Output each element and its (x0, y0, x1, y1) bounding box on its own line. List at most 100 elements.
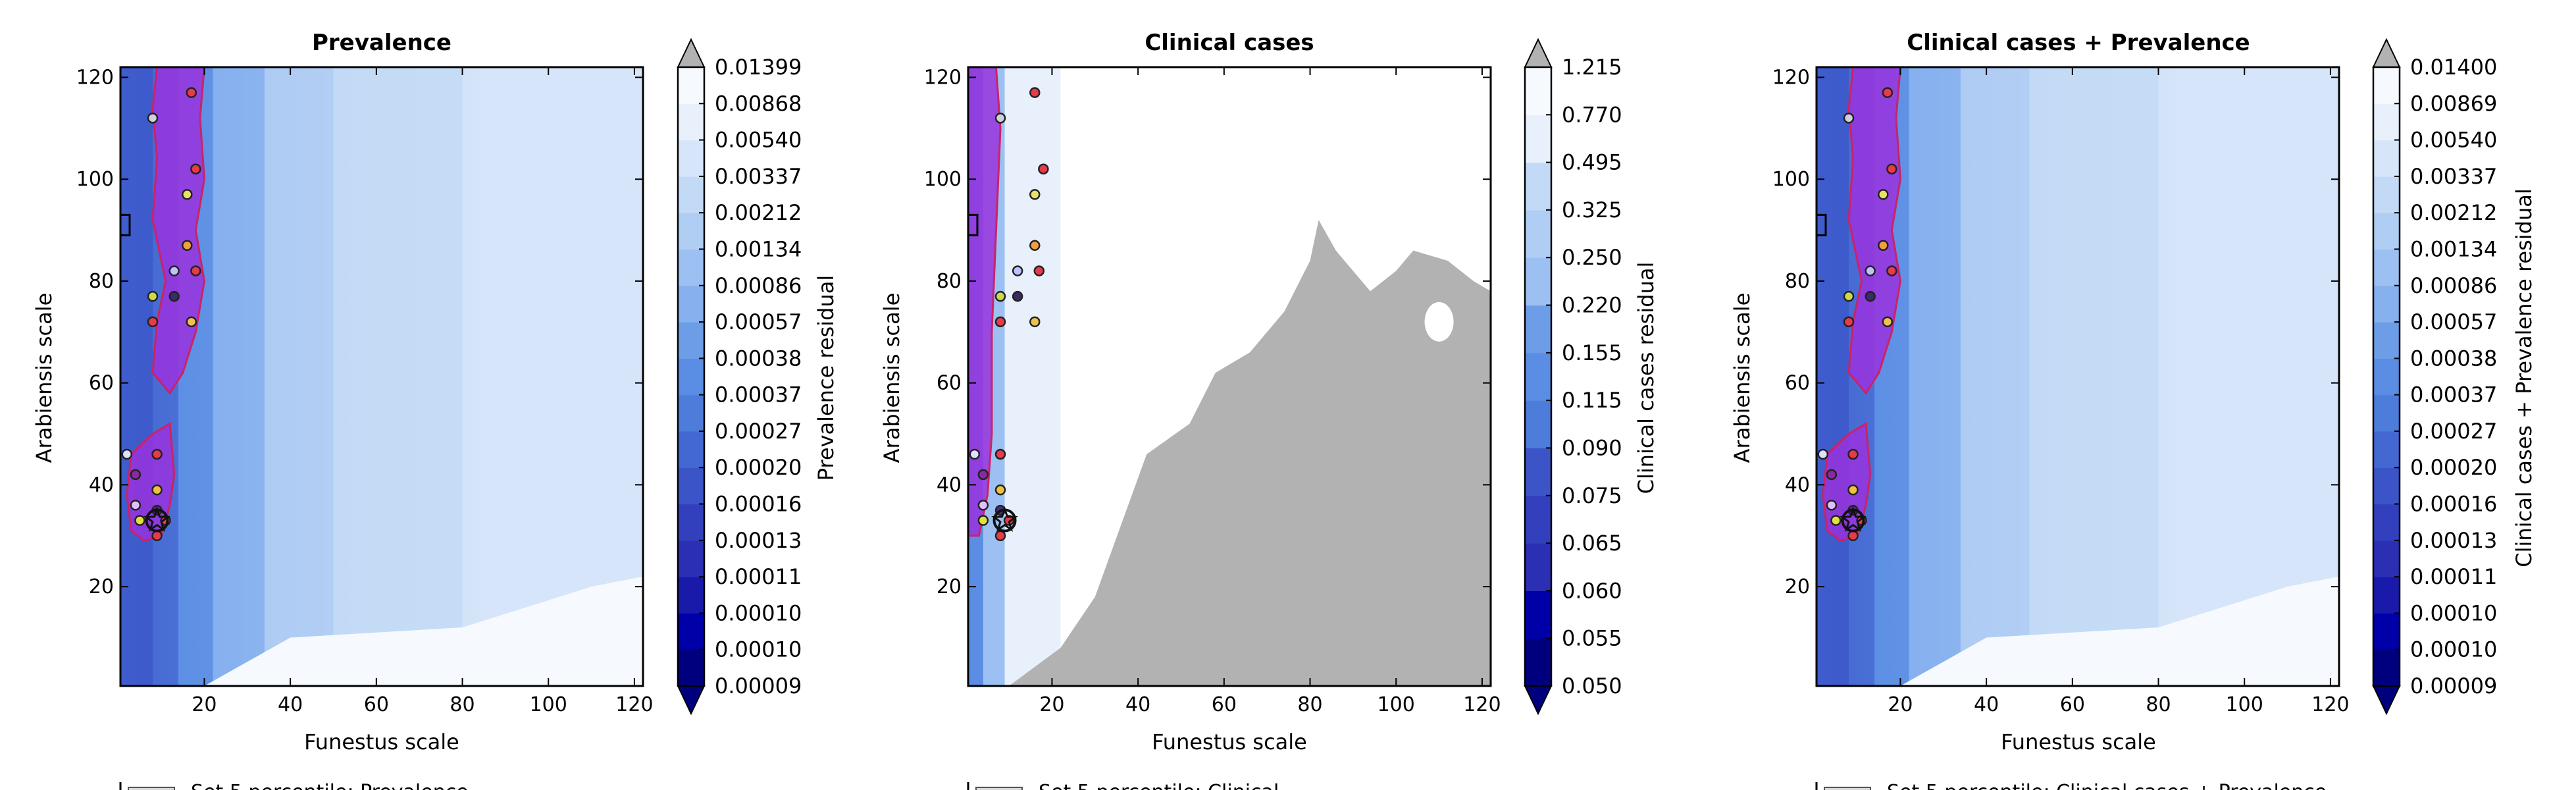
colorbar-segment (2373, 649, 2400, 687)
colorbar-tick-label: 0.00086 (2410, 273, 2497, 298)
colorbar-label: Clinical cases + Prevalence residual (2512, 188, 2537, 567)
plot-area: 20 40 60 80 100 120 20 40 60 80 100 120 (1772, 66, 2350, 716)
colorbar-tick-label: 0.090 (1562, 435, 1622, 460)
x-tick-label: 60 (2060, 693, 2085, 716)
x-tick-label: 40 (1974, 693, 1999, 716)
y-tick-label: 20 (937, 575, 962, 598)
colorbar-tick-label: 0.00013 (715, 528, 802, 553)
colorbar-tick-label: 0.01400 (2410, 55, 2497, 80)
colorbar-tick-label: 0.00037 (2410, 382, 2497, 408)
colorbar-segment (678, 67, 704, 104)
sample-point (1847, 448, 1859, 460)
y-axis-label: Arabiensis scale (879, 293, 904, 463)
colorbar-segment (2373, 358, 2400, 396)
colorbar-tick-label: 0.00009 (2410, 673, 2497, 698)
sample-point (1029, 189, 1041, 200)
field-band (120, 67, 153, 686)
sample-point (1029, 240, 1041, 251)
sample-point (147, 316, 159, 328)
colorbar-segment (678, 613, 704, 650)
colorbar-segment (1525, 448, 1551, 496)
y-tick-label: 80 (937, 270, 962, 293)
sample-point (134, 515, 145, 526)
colorbar-segment (678, 249, 704, 286)
sample-point (130, 469, 142, 481)
sample-point (190, 265, 201, 276)
y-tick-label: 80 (89, 270, 114, 293)
y-tick-label: 60 (89, 372, 114, 395)
x-tick-label: 100 (2226, 693, 2263, 716)
sample-point (1012, 265, 1023, 276)
colorbar-segment (678, 213, 704, 250)
sample-point (1847, 530, 1859, 542)
colorbar-tick-label: 0.00010 (715, 637, 802, 662)
colorbar-segment (1525, 115, 1551, 163)
x-tick-label: 60 (364, 693, 389, 716)
x-tick-label: 120 (1463, 693, 1501, 716)
colorbar-segment (1525, 495, 1551, 544)
sample-point (1830, 515, 1842, 526)
legend: Set 5 percentile: Clinical cases + Preva… (1815, 781, 2327, 790)
sample-point (1826, 500, 1838, 511)
colorbar-extend-max (2372, 38, 2401, 68)
colorbar-tick-label: 0.155 (1562, 340, 1622, 365)
x-tick-label: 80 (450, 693, 475, 716)
residual-field (1816, 67, 2339, 686)
plot-frame (1815, 66, 2340, 687)
colorbar-tick-label: 0.325 (1562, 198, 1622, 223)
colorbar-tick-label: 0.00020 (715, 455, 802, 480)
colorbar: 0.00009 0.00010 0.00010 0.00011 0.00013 0.000… (2372, 38, 2497, 716)
y-tick-label: 100 (924, 168, 962, 191)
best-point-star (1840, 506, 1867, 532)
mask-hole (1424, 302, 1454, 342)
sample-point (168, 265, 180, 276)
sample-point (186, 87, 197, 98)
colorbar-label: Clinical cases residual (1634, 262, 1659, 494)
best-point-star (991, 506, 1018, 532)
colorbar-tick-label: 0.00037 (715, 382, 802, 408)
plot-frame (119, 66, 644, 687)
residual-field (120, 67, 643, 686)
colorbar-segment (2373, 213, 2400, 250)
sample-point (1038, 163, 1049, 174)
y-tick-label: 100 (76, 168, 114, 191)
legend-entry: Set 5 percentile: Clinical cases + Preva… (1887, 781, 2327, 790)
best-point-star (143, 506, 170, 532)
x-axis-label: Funestus scale (1152, 729, 1307, 754)
colorbar-segment (678, 467, 704, 505)
colorbar-tick-label: 0.00540 (2410, 128, 2497, 153)
y-axis-label: Arabiensis scale (32, 293, 57, 463)
colorbar-segment (2373, 504, 2400, 541)
colorbar-tick-label: 0.00027 (2410, 419, 2497, 444)
colorbar-segment (2373, 467, 2400, 505)
colorbar-extend-max (1524, 38, 1553, 68)
sample-point (969, 448, 981, 460)
y-tick-label: 80 (1785, 270, 1810, 293)
field-band (213, 67, 265, 686)
colorbar-tick-label: 0.00020 (2410, 455, 2497, 480)
colorbar-segment (678, 577, 704, 614)
colorbar-tick-label: 0.00011 (2410, 564, 2497, 589)
y-tick-label: 40 (1785, 473, 1810, 496)
sample-point (994, 530, 1006, 542)
colorbar: 0.00009 0.00010 0.00010 0.00011 0.00013 0.000… (677, 38, 802, 716)
colorbar-tick-label: 0.00027 (715, 419, 802, 444)
colorbar-segment (2373, 176, 2400, 213)
colorbar-segment (678, 176, 704, 213)
field-band (2029, 67, 2159, 686)
sample-point (977, 515, 989, 526)
colorbar-segment (678, 394, 704, 432)
sample-point (182, 189, 193, 200)
panel-prevalence: Prevalence 20 40 60 80 100 12020406080100120 … (32, 30, 838, 790)
colorbar-tick-label: 0.00134 (2410, 236, 2497, 261)
colorbar-segment (678, 103, 704, 141)
colorbar-tick-label: 0.00868 (715, 91, 802, 116)
y-tick-label: 40 (89, 473, 114, 496)
sample-point (186, 316, 197, 328)
y-tick-label: 120 (1772, 66, 1810, 89)
sample-point (1843, 290, 1855, 302)
y-tick-label: 20 (1785, 575, 1810, 598)
best-fit-region (151, 67, 205, 395)
plot-area: 20 40 60 80 100 120 20 40 60 80 100 120 (924, 66, 1501, 716)
residual-field (968, 67, 1491, 686)
